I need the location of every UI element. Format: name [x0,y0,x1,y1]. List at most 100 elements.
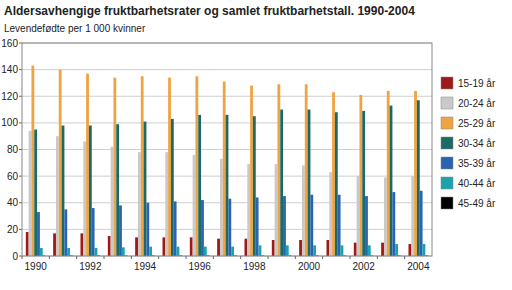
bar [384,177,387,256]
bar [310,195,313,256]
bar [359,95,362,256]
bar [286,245,289,256]
bar [329,172,332,256]
bar [113,78,116,256]
y-tick-label: 100 [1,117,18,128]
x-tick [22,256,23,259]
bar [62,126,65,256]
bar [259,245,262,256]
bar [162,237,165,256]
bar [223,82,226,256]
bar [217,239,220,256]
bar [116,124,119,256]
legend-swatch [441,137,453,149]
legend-swatch [441,117,453,129]
x-tick [268,256,269,259]
legend-swatch [441,97,453,109]
bar [420,191,423,256]
x-tick [76,256,77,259]
bar [220,159,223,256]
x-tick-label: 1992 [79,261,102,272]
bar [80,233,83,256]
legend-swatch [441,197,453,209]
bar [411,176,414,256]
bar [280,110,283,256]
bar [390,106,393,256]
bar [135,237,138,256]
bar [37,212,40,256]
bar [201,200,204,256]
bar [138,152,141,256]
x-tick-label: 1998 [243,261,266,272]
bar [341,245,344,256]
bars [26,66,428,256]
x-tick-label: 1990 [25,261,48,272]
x-tick [240,256,241,259]
bar [362,111,365,256]
bar [40,248,43,256]
x-tick [104,256,105,259]
bar [171,119,174,256]
legend-swatch [441,157,453,169]
bar [144,122,147,256]
bar [89,126,92,256]
bar [250,86,253,256]
legend-label: 45-49 år [458,198,496,209]
legend-label: 30-34 år [458,138,496,149]
bar [198,115,201,256]
bar [86,74,89,256]
bar [119,205,122,256]
bar [193,155,196,256]
bar [177,247,180,256]
x-tick [404,256,405,259]
bar [92,208,95,256]
bar [59,70,62,256]
grid-line [22,96,432,97]
title: Aldersavhengige fruktbarhetsrater og sam… [4,4,415,18]
y-tick-label: 20 [7,224,19,235]
bar [275,164,278,256]
chart: Aldersavhengige fruktbarhetsrater og sam… [0,0,512,290]
bar [387,91,390,256]
bar [146,203,149,256]
y-tick-label: 80 [7,144,19,155]
legend-label: 20-24 år [458,98,496,109]
x-tick-label: 1994 [134,261,157,272]
bar [392,192,395,256]
plot-frame [22,43,432,256]
x-tick [295,256,296,259]
y-tick-label: 40 [7,197,19,208]
x-tick [377,256,378,259]
bar [335,112,338,256]
bar [423,244,426,256]
bar [83,142,86,256]
y-tick-label: 160 [1,38,18,49]
bar [174,201,177,256]
bar [204,247,207,256]
legend-label: 25-29 år [458,118,496,129]
bar [195,76,198,256]
x-tick [186,256,187,259]
bar [357,176,360,256]
bar [190,237,193,256]
x-tick-label: 2002 [353,261,376,272]
bar [165,152,168,256]
x-tick-label: 2004 [407,261,430,272]
x-tick [131,256,132,259]
legend-swatch [441,77,453,89]
bar [338,195,341,256]
x-tick [213,256,214,259]
bar [408,244,411,256]
bar [414,91,417,256]
grid-line [22,69,432,70]
y-tick-label: 60 [7,171,19,182]
y-tick-label: 0 [12,251,18,262]
legend-label: 15-19 år [458,78,496,89]
bar [308,110,311,256]
x-tick [158,256,159,259]
bar [326,240,329,256]
x-tick [350,256,351,259]
bar [305,84,308,256]
x-tick-label: 2000 [298,261,321,272]
bar [354,243,357,256]
